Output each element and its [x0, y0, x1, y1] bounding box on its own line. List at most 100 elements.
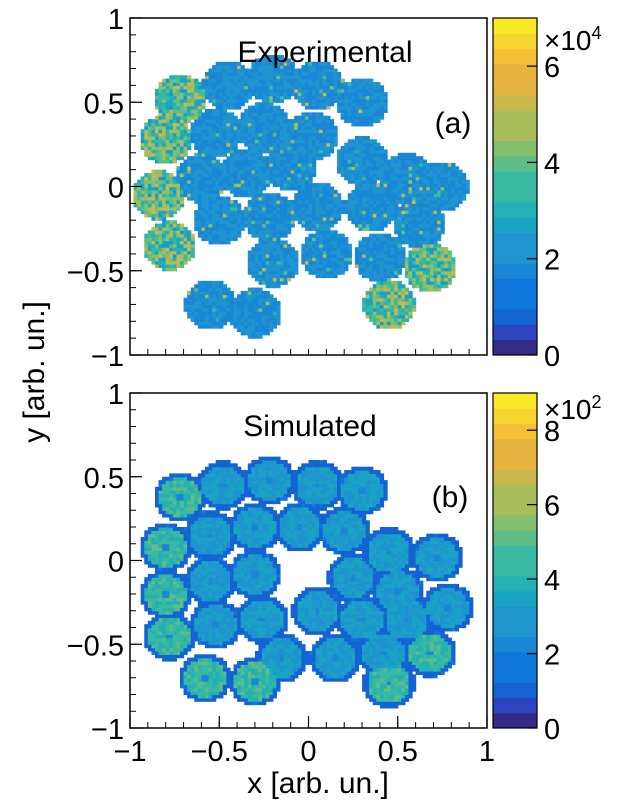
heatmap-bin: [358, 240, 363, 245]
heatmap-bin: [354, 193, 360, 198]
heatmap-bin: [229, 88, 235, 93]
heatmap-bin: [422, 230, 427, 235]
heatmap-bin: [229, 98, 235, 103]
heatmap-bin: [204, 183, 210, 188]
heatmap-bin: [237, 206, 242, 211]
heatmap-bin: [387, 301, 392, 306]
heatmap-bin: [208, 304, 213, 309]
heatmap-bin: [412, 189, 417, 194]
heatmap-bin: [354, 102, 360, 107]
heatmap-bin: [301, 220, 306, 225]
heatmap-bin: [354, 82, 360, 86]
heatmap-bin: [208, 213, 213, 218]
heatmap-bin: [362, 88, 367, 93]
heatmap-bin: [251, 119, 256, 124]
heatmap-bin: [397, 196, 402, 201]
heatmap-bin: [322, 183, 327, 188]
heatmap-bin: [187, 311, 192, 316]
heatmap-bin: [262, 199, 267, 204]
heatmap-bin: [315, 257, 320, 262]
heatmap-bin: [240, 317, 245, 322]
heatmap-bin: [304, 71, 310, 76]
heatmap-bin: [358, 203, 363, 208]
heatmap-bin: [412, 186, 417, 191]
heatmap-bin: [294, 203, 299, 208]
heatmap-bin: [401, 213, 406, 218]
heatmap-bin: [319, 240, 324, 245]
heatmap-bin: [147, 637, 153, 642]
heatmap-bin: [247, 203, 252, 208]
heatmap-bin: [462, 189, 467, 194]
heatmap-bin: [244, 317, 249, 322]
heatmap-bin: [258, 260, 263, 265]
heatmap-bin: [322, 226, 327, 231]
heatmap-bin: [229, 166, 235, 171]
heatmap-bin: [187, 162, 192, 167]
heatmap-bin: [376, 321, 381, 326]
heatmap-bin: [176, 247, 181, 252]
heatmap-bin: [322, 105, 327, 110]
heatmap-bin: [254, 304, 260, 309]
heatmap-bin: [194, 189, 199, 194]
heatmap-bin: [244, 307, 249, 312]
heatmap-bin: [222, 132, 227, 137]
heatmap-bin: [197, 146, 202, 151]
heatmap-bin: [429, 237, 435, 242]
heatmap-bin: [169, 105, 174, 110]
heatmap-bin: [265, 223, 270, 228]
heatmap-bin: [147, 240, 153, 245]
heatmap-bin: [176, 122, 181, 127]
heatmap-bin: [447, 179, 452, 184]
heatmap-bin: [176, 230, 181, 235]
heatmap-bin: [251, 213, 256, 218]
heatmap-bin: [394, 237, 399, 242]
heatmap-bin: [262, 71, 267, 76]
heatmap-bin: [262, 213, 267, 218]
heatmap-bin: [372, 189, 377, 194]
heatmap-bin: [197, 307, 202, 312]
heatmap-bin: [419, 213, 424, 218]
heatmap-bin: [379, 301, 385, 306]
heatmap-bin: [369, 186, 374, 191]
heatmap-bin: [283, 75, 288, 80]
heatmap-bin: [272, 82, 277, 86]
heatmap-bin: [294, 260, 299, 265]
heatmap-bin: [247, 108, 252, 113]
heatmap-bin: [258, 119, 263, 124]
heatmap-bin: [304, 166, 310, 171]
heatmap-bin: [394, 196, 399, 201]
heatmap-bin: [219, 112, 224, 117]
heatmap-bin: [244, 216, 249, 221]
heatmap-bin: [204, 206, 210, 211]
heatmap-bin: [140, 553, 145, 558]
heatmap-bin: [194, 210, 199, 215]
heatmap-bin: [440, 226, 445, 231]
heatmap-bin: [283, 85, 288, 90]
heatmap-bin: [269, 324, 274, 329]
heatmap-bin: [333, 68, 338, 73]
heatmap-bin: [358, 206, 363, 211]
heatmap-bin: [412, 152, 417, 157]
heatmap-bin: [162, 650, 167, 655]
heatmap-bin: [219, 196, 224, 201]
heatmap-bin: [212, 223, 217, 228]
heatmap-bin: [194, 183, 199, 188]
heatmap-bin: [219, 139, 224, 144]
heatmap-bin: [451, 206, 456, 211]
heatmap-bin: [294, 213, 299, 218]
heatmap-bin: [297, 196, 302, 201]
heatmap-bin: [169, 139, 174, 144]
heatmap-bin: [347, 146, 352, 151]
heatmap-bin: [204, 92, 210, 97]
heatmap-bin: [376, 243, 381, 248]
heatmap-bin: [429, 213, 435, 218]
heatmap-bin: [272, 203, 277, 208]
heatmap-bin: [176, 233, 181, 238]
heatmap-bin: [172, 88, 178, 93]
heatmap-bin: [444, 169, 449, 174]
heatmap-bin: [262, 331, 267, 336]
heatmap-bin: [201, 149, 206, 154]
heatmap-bin: [362, 223, 367, 228]
heatmap-bin: [226, 85, 231, 90]
heatmap-bin: [404, 230, 410, 235]
